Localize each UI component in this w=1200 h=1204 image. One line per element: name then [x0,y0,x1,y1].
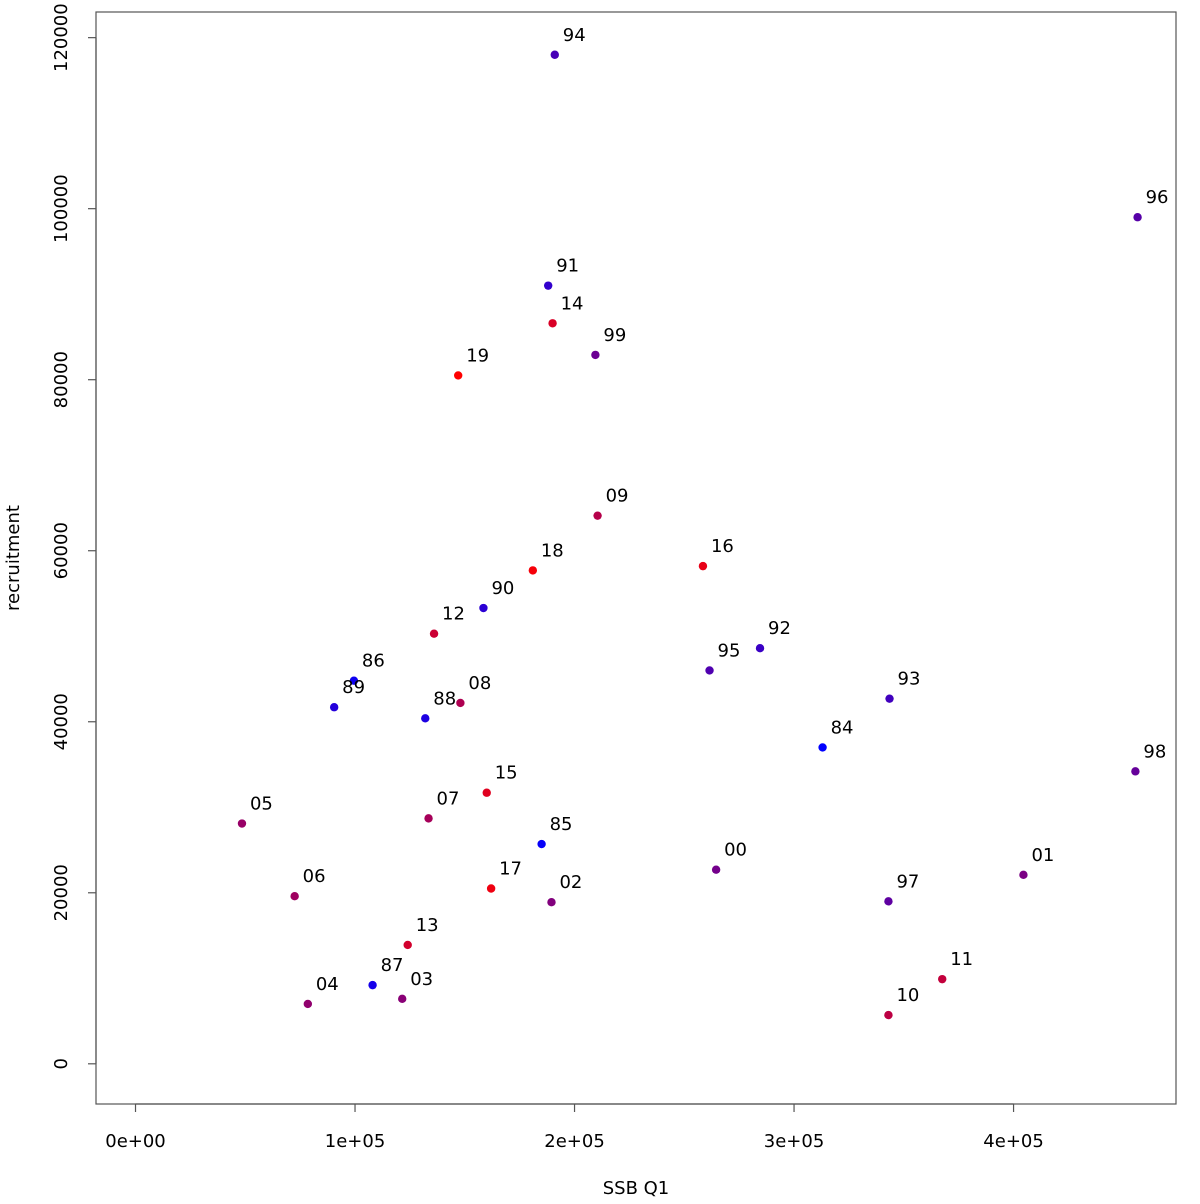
data-point [755,644,765,653]
data-point-label: 19 [466,345,489,366]
y-tick-label: 120000 [51,3,72,72]
data-point [1131,767,1140,776]
data-point [818,743,827,752]
data-point [591,350,600,360]
data-point [885,694,894,703]
data-point [421,714,430,723]
data-point-label: 97 [896,871,919,892]
data-point-label: 01 [1031,845,1054,866]
data-point [398,994,407,1004]
data-point-label: 84 [831,717,854,738]
data-point [543,281,553,290]
plot-frame [95,11,1177,1105]
x-tick-label: 3e+05 [764,1131,825,1152]
data-point-label: 98 [1143,741,1166,762]
data-point-label: 15 [495,763,518,784]
data-point [237,819,247,828]
y-tick-label: 0 [51,1058,72,1069]
data-point-label: 12 [442,604,465,625]
y-tick-label: 20000 [51,864,72,921]
data-point-label: 92 [768,618,791,639]
data-point [349,676,359,685]
data-point [329,703,339,712]
data-point [705,666,714,675]
data-point [711,865,721,874]
data-point [698,561,708,571]
data-point-label: 09 [606,486,629,507]
data-point [303,999,313,1009]
data-point-label: 05 [250,794,273,815]
data-point-label: 16 [711,536,734,557]
y-tick-label: 80000 [51,351,72,408]
data-point-label: 03 [410,969,433,990]
data-point [528,566,538,575]
data-point [537,839,546,849]
y-axis: 0 20000 40000 60000 80000 100000 120000 [51,3,97,1070]
y-axis-title: recruitment [3,505,24,611]
data-point-label: 06 [303,866,326,887]
data-point [429,629,439,638]
x-axis-title: SSB Q1 [603,1178,670,1199]
data-point-label: 08 [468,673,491,694]
data-point-label: 94 [563,25,586,46]
data-point [1133,213,1142,222]
data-point-label: 85 [550,814,573,835]
data-point-label: 07 [437,788,460,809]
data-point-label: 95 [718,640,741,661]
data-point [1019,870,1028,880]
data-point-label: 18 [541,540,564,561]
y-tick-label: 60000 [51,522,72,579]
data-point-label: 86 [362,651,385,672]
data-point-label: 14 [561,293,584,314]
data-point [884,1010,893,1020]
x-tick-label: 4e+05 [983,1131,1044,1152]
x-tick-label: 1e+05 [325,1131,386,1152]
data-point-label: 00 [724,840,747,861]
data-point [547,897,556,907]
data-point-label: 96 [1146,187,1169,208]
data-point-label: 11 [950,949,973,970]
data-point-label: 88 [433,688,456,709]
data-point [938,974,947,984]
data-point-label: 99 [603,325,626,346]
data-points [237,50,1142,1020]
data-point [453,371,463,380]
y-tick-label: 40000 [51,693,72,750]
point-labels: 84 85 86 87 88 89 90 91 92 93 94 95 96 97 98 99 00 01 02 03… [250,25,1169,1006]
data-point [550,50,559,59]
data-point-label: 90 [491,578,514,599]
data-point-label: 93 [898,669,921,690]
data-point [479,603,488,613]
data-point-label: 10 [896,985,919,1006]
data-point-label: 91 [556,256,579,277]
data-point [486,884,496,893]
data-point [456,698,465,708]
data-point-label: 13 [416,915,439,936]
x-axis: 0e+00 1e+05 2e+05 3e+05 4e+05 [105,1103,1044,1152]
data-point [403,940,412,950]
x-tick-label: 0e+00 [105,1131,166,1152]
data-point [368,980,377,990]
data-point-label: 04 [316,974,339,995]
data-point [482,788,491,797]
data-point-label: 17 [499,859,522,880]
data-point-label: 87 [381,955,404,976]
data-point [290,892,299,901]
x-tick-label: 2e+05 [544,1131,605,1152]
y-tick-label: 100000 [51,174,72,243]
data-point-label: 89 [342,677,365,698]
data-point [548,319,557,328]
data-point [884,897,893,906]
data-point-label: 02 [559,872,582,893]
data-point [593,511,602,520]
data-point [424,814,433,823]
